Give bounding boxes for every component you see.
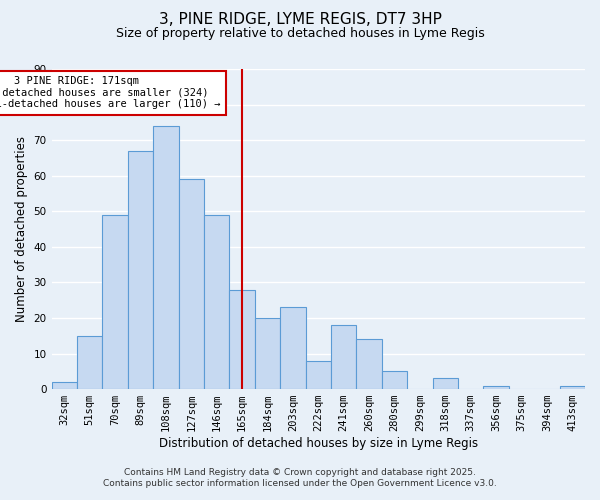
Bar [331, 325, 356, 389]
Text: Contains HM Land Registry data © Crown copyright and database right 2025.
Contai: Contains HM Land Registry data © Crown c… [103, 468, 497, 487]
Bar [305, 360, 331, 389]
Bar [128, 151, 153, 389]
Bar [280, 308, 305, 389]
Bar [433, 378, 458, 389]
Bar [356, 340, 382, 389]
Bar [52, 382, 77, 389]
Bar [77, 336, 103, 389]
Bar [382, 372, 407, 389]
Bar [560, 386, 585, 389]
X-axis label: Distribution of detached houses by size in Lyme Regis: Distribution of detached houses by size … [159, 437, 478, 450]
Text: 3 PINE RIDGE: 171sqm
← 74% of detached houses are smaller (324)
25% of semi-deta: 3 PINE RIDGE: 171sqm ← 74% of detached h… [0, 76, 221, 110]
Bar [103, 215, 128, 389]
Text: Size of property relative to detached houses in Lyme Regis: Size of property relative to detached ho… [116, 28, 484, 40]
Bar [484, 386, 509, 389]
Bar [179, 180, 204, 389]
Bar [204, 215, 229, 389]
Text: 3, PINE RIDGE, LYME REGIS, DT7 3HP: 3, PINE RIDGE, LYME REGIS, DT7 3HP [158, 12, 442, 28]
Bar [153, 126, 179, 389]
Bar [255, 318, 280, 389]
Y-axis label: Number of detached properties: Number of detached properties [15, 136, 28, 322]
Bar [229, 290, 255, 389]
